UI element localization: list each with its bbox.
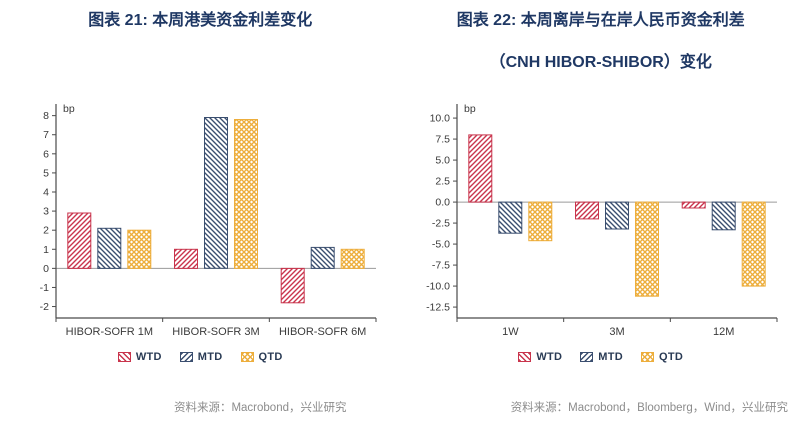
y-tick-label: 0.0 xyxy=(435,197,450,209)
y-tick-label: 10.0 xyxy=(429,113,450,125)
chart-title-line2: （CNH HIBOR-SHIBOR）变化 xyxy=(489,54,712,71)
legend-item-qtd: QTD xyxy=(641,351,683,363)
bar-mtd-hibor-sofr-3m xyxy=(204,117,229,269)
chart-title-block: 图表 21: 本周港美资金利差变化 xyxy=(0,0,401,92)
chart-panel-cnh-shibor: 图表 22: 本周离岸与在岸人民币资金利差 （CNH HIBOR-SHIBOR）… xyxy=(401,0,801,424)
unit-label: bp xyxy=(464,103,476,115)
y-tick-label: 1 xyxy=(43,244,49,256)
legend-item-mtd: MTD xyxy=(580,351,623,363)
y-tick-label: 5 xyxy=(43,167,49,179)
bar-mtd-1w xyxy=(498,201,523,234)
y-tick-label: -7.5 xyxy=(432,260,450,272)
bar-qtd-hibor-sofr-6m xyxy=(340,248,365,269)
y-tick-label: 8 xyxy=(43,110,49,122)
chart-title: 图表 21: 本周港美资金利差变化 xyxy=(88,12,313,29)
source-note: 资料来源：Macrobond，兴业研究 xyxy=(173,402,347,414)
bar-chart-cnh-shibor: -12.5 -10.0 -7.5 -5.0 -2.5 0.0 2.5 5.0 7.5 10.0 1W… xyxy=(426,103,778,338)
x-category-label: 1W xyxy=(502,326,519,338)
bar-wtd-hibor-sofr-1m xyxy=(67,212,92,269)
legend-item-wtd: WTD xyxy=(117,351,162,363)
y-tick-label: -5.0 xyxy=(432,239,450,251)
legend-label: MTD xyxy=(598,351,624,363)
bar-mtd-hibor-sofr-1m xyxy=(97,227,122,269)
bar-mtd-hibor-sofr-6m xyxy=(310,246,335,269)
bar-wtd-hibor-sofr-3m xyxy=(174,248,199,269)
legend-swatch-wtd xyxy=(117,352,131,362)
y-tick-label: 5.0 xyxy=(435,155,450,167)
chart-legend: WTD MTD QTD xyxy=(518,348,683,366)
bar-wtd-12m xyxy=(681,201,706,209)
legend-label: MTD xyxy=(197,351,223,363)
unit-label: bp xyxy=(63,103,75,115)
y-tick-label: -12.5 xyxy=(426,302,450,314)
chart-title: 图表 22: 本周离岸与在岸人民币资金利差 xyxy=(456,12,745,29)
bar-wtd-3m xyxy=(574,201,599,220)
legend-label: QTD xyxy=(659,351,684,363)
bar-chart-hibor-sofr: -2 -1 0 1 2 3 4 5 6 7 8 HIBOR-SOFR 1M HIBOR-SOFR 3M H… xyxy=(40,103,377,338)
legend-label: WTD xyxy=(536,351,563,363)
source-note: 资料来源：Macrobond，Bloomberg，Wind，兴业研究 xyxy=(510,402,788,414)
y-tick-label: 2 xyxy=(43,225,49,237)
y-tick-label: 7 xyxy=(43,129,49,141)
y-tick-label: 4 xyxy=(43,187,49,199)
legend-item-mtd: MTD xyxy=(179,351,223,363)
y-tick-label: 0 xyxy=(43,263,49,275)
bar-wtd-hibor-sofr-6m xyxy=(280,267,305,304)
legend-label: WTD xyxy=(135,351,162,363)
x-category-label: HIBOR-SOFR 1M xyxy=(66,326,153,338)
legend-swatch-mtd xyxy=(179,352,193,362)
y-tick-label: -2.5 xyxy=(432,218,450,230)
y-tick-label: 7.5 xyxy=(435,134,450,146)
legend-item-qtd: QTD xyxy=(240,351,283,363)
chart-legend: WTD MTD QTD xyxy=(117,348,283,366)
legend-label: QTD xyxy=(258,351,283,363)
legend-swatch-mtd xyxy=(580,352,594,362)
chart-panel-hibor-sofr: 图表 21: 本周港美资金利差变化 -2 -1 0 1 2 3 4 5 6 7 8 HIBOR-SOF… xyxy=(0,0,401,414)
x-category-label: 3M xyxy=(609,326,624,338)
y-tick-label: -1 xyxy=(40,282,49,294)
bar-qtd-hibor-sofr-3m xyxy=(234,119,259,269)
chart-area: -2 -1 0 1 2 3 4 5 6 7 8 HIBOR-SOFR 1M HIBOR-SOFR 3M H… xyxy=(14,92,386,346)
legend-swatch-qtd xyxy=(641,352,655,362)
bar-qtd-3m xyxy=(634,201,659,297)
bar-mtd-12m xyxy=(711,201,736,231)
y-tick-label: -2 xyxy=(40,301,49,313)
y-tick-label: 3 xyxy=(43,206,49,218)
y-tick-label: 2.5 xyxy=(435,176,450,188)
chart-title-block: 图表 22: 本周离岸与在岸人民币资金利差 （CNH HIBOR-SHIBOR）… xyxy=(401,0,801,92)
y-tick-label: 6 xyxy=(43,148,49,160)
chart-area: -12.5 -10.0 -7.5 -5.0 -2.5 0.0 2.5 5.0 7.5 10.0 1W… xyxy=(415,92,787,346)
bar-mtd-3m xyxy=(604,201,629,230)
bar-qtd-1w xyxy=(528,201,553,242)
x-category-label: HIBOR-SOFR 6M xyxy=(279,326,366,338)
bar-qtd-hibor-sofr-1m xyxy=(127,229,152,269)
legend-swatch-qtd xyxy=(240,352,254,362)
bar-wtd-1w xyxy=(468,134,493,203)
legend-item-wtd: WTD xyxy=(518,351,562,363)
bar-qtd-12m xyxy=(741,201,766,287)
y-tick-label: -10.0 xyxy=(426,281,450,293)
x-category-label: HIBOR-SOFR 3M xyxy=(173,326,260,338)
legend-swatch-wtd xyxy=(518,352,532,362)
x-category-label: 12M xyxy=(713,326,734,338)
